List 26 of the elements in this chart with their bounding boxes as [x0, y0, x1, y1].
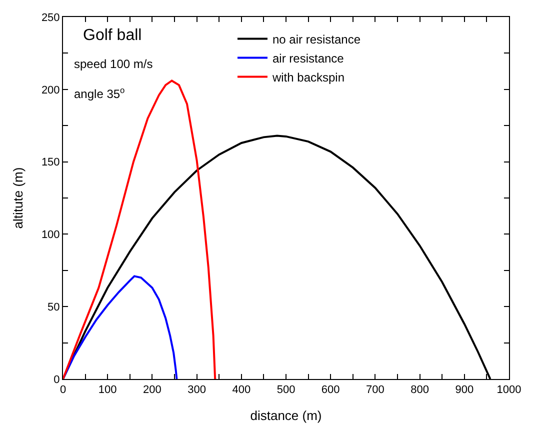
x-tick-label: 300	[188, 384, 206, 396]
x-tick-label: 1000	[496, 384, 522, 396]
y-axis-title: altitute (m)	[10, 167, 26, 229]
y-tick-label: 50	[48, 301, 60, 314]
x-tick-label: 800	[410, 384, 429, 396]
x-tick-label: 400	[232, 384, 251, 396]
y-tick-label: 0	[54, 374, 60, 386]
y-tick-label: 150	[41, 156, 60, 169]
y-tick-label: 250	[41, 12, 60, 24]
x-tick-label: 700	[366, 384, 384, 396]
x-tick-label: 900	[455, 384, 474, 396]
legend-label: air resistance	[272, 51, 344, 66]
annotation: angle 35$^{o}$	[74, 85, 126, 102]
annotation: speed 100 m/s	[74, 57, 153, 71]
line-series	[63, 275, 178, 379]
legend-label: with backspin	[271, 70, 345, 84]
x-tick-label: 100	[98, 384, 117, 396]
legend-label: no air resistance	[272, 32, 361, 46]
line-series	[63, 80, 216, 379]
y-tick-label: 200	[41, 84, 60, 96]
x-axis-title: distance (m)	[250, 408, 322, 423]
y-tick-label: 100	[41, 229, 60, 242]
x-tick-label: 200	[143, 384, 162, 396]
x-tick-label: 500	[276, 384, 296, 396]
x-tick-label: 600	[321, 384, 340, 396]
annotation: Golf ball	[83, 27, 142, 44]
